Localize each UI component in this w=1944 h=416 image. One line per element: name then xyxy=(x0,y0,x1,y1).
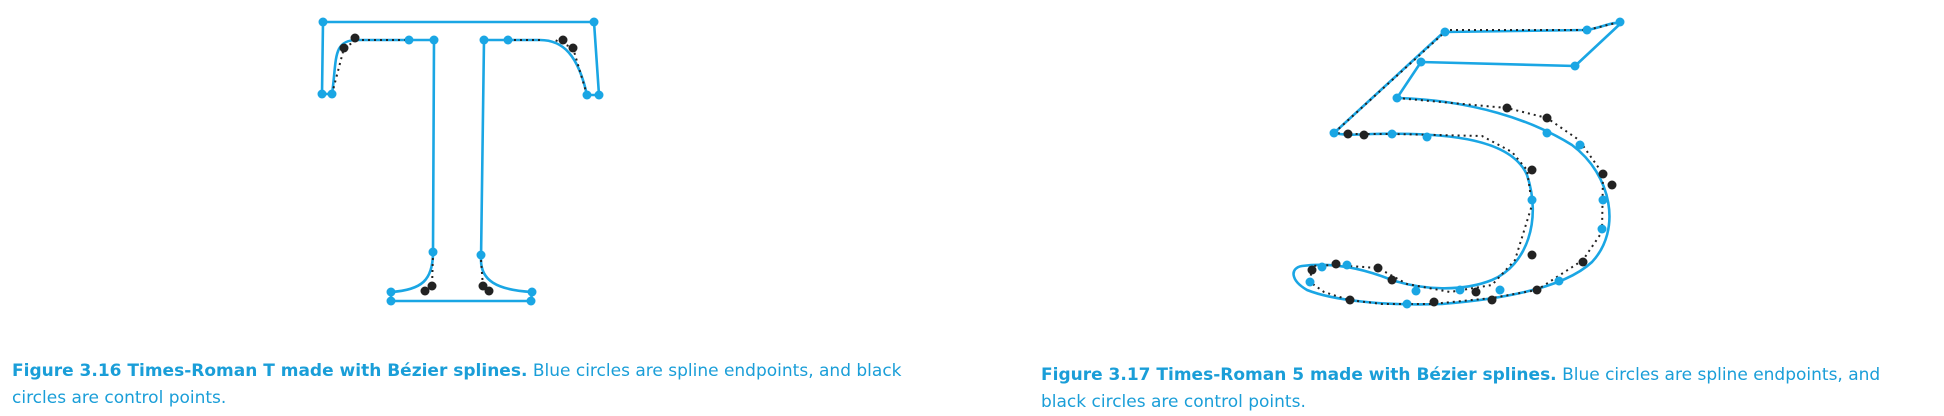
figure-3-16: Figure 3.16 Times-Roman T made with Bézi… xyxy=(0,0,972,408)
letter-t-illustration xyxy=(317,17,604,306)
t-control-points xyxy=(339,33,578,296)
caption-label: Figure 3.16 Times-Roman T made with Bézi… xyxy=(12,361,528,381)
caption-text: Blue circles are spline endpoints, and b… xyxy=(12,361,902,408)
t-control-polygon xyxy=(331,39,588,292)
figure-caption: Figure 3.17 Times-Roman 5 made with Bézi… xyxy=(1041,362,1921,416)
caption-label: Figure 3.17 Times-Roman 5 made with Bézi… xyxy=(1041,365,1557,385)
figure-3-17: Figure 3.17 Times-Roman 5 made with Bézi… xyxy=(972,0,1944,412)
figure-caption: Figure 3.16 Times-Roman T made with Bézi… xyxy=(12,358,912,412)
five-control-points xyxy=(1307,103,1617,307)
t-endpoints xyxy=(317,17,604,306)
five-control-polygon xyxy=(1308,21,1621,305)
numeral-5-illustration xyxy=(1292,17,1625,309)
five-endpoints xyxy=(1305,17,1625,309)
five-outline xyxy=(1292,21,1622,306)
t-outline xyxy=(320,20,601,303)
